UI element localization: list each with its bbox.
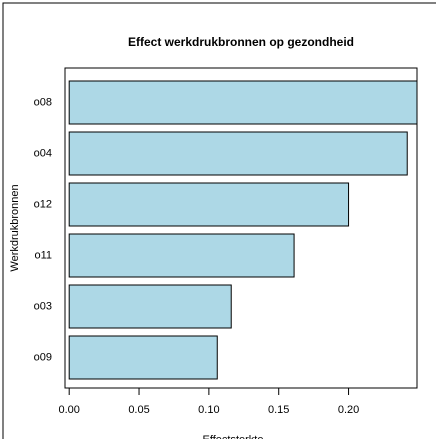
bar [68, 131, 408, 176]
bar [68, 80, 418, 125]
y-tick-label: o09 [34, 351, 52, 363]
bar [68, 335, 218, 380]
y-tick-label: o12 [34, 198, 52, 210]
chart-title: Effect werkdrukbronnen op gezondheid [128, 35, 354, 49]
x-tick-label: 0.20 [338, 404, 359, 416]
y-tick-label: o04 [34, 147, 52, 159]
x-axis-label: Effectsterkte [203, 434, 264, 439]
plot-frame [64, 67, 418, 389]
bar [68, 182, 350, 227]
bar [68, 233, 295, 278]
x-tick-label: 0.05 [128, 404, 149, 416]
x-tick-label: 0.15 [268, 404, 289, 416]
x-tick-label: 0.10 [198, 404, 219, 416]
y-tick-label: o08 [34, 96, 52, 108]
bar [68, 284, 232, 329]
x-tick-label: 0.00 [58, 404, 79, 416]
y-axis-label: Werkdrukbronnen [9, 184, 21, 271]
y-tick-label: o11 [34, 249, 52, 261]
y-tick-label: o03 [34, 300, 52, 312]
